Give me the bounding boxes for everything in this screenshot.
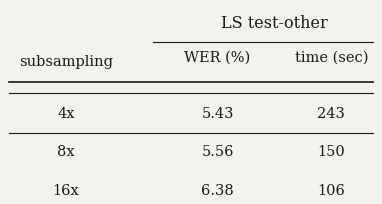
Text: 243: 243: [317, 107, 345, 121]
Text: 5.43: 5.43: [201, 107, 234, 121]
Text: 4x: 4x: [57, 107, 74, 121]
Text: 150: 150: [317, 145, 345, 159]
Text: 5.56: 5.56: [201, 145, 234, 159]
Text: 6.38: 6.38: [201, 184, 234, 197]
Text: WER (%): WER (%): [185, 51, 251, 65]
Text: subsampling: subsampling: [19, 55, 113, 69]
Text: 106: 106: [317, 184, 345, 197]
Text: 16x: 16x: [52, 184, 79, 197]
Text: 8x: 8x: [57, 145, 74, 159]
Text: LS test-other: LS test-other: [221, 15, 328, 32]
Text: time (sec): time (sec): [295, 51, 368, 65]
